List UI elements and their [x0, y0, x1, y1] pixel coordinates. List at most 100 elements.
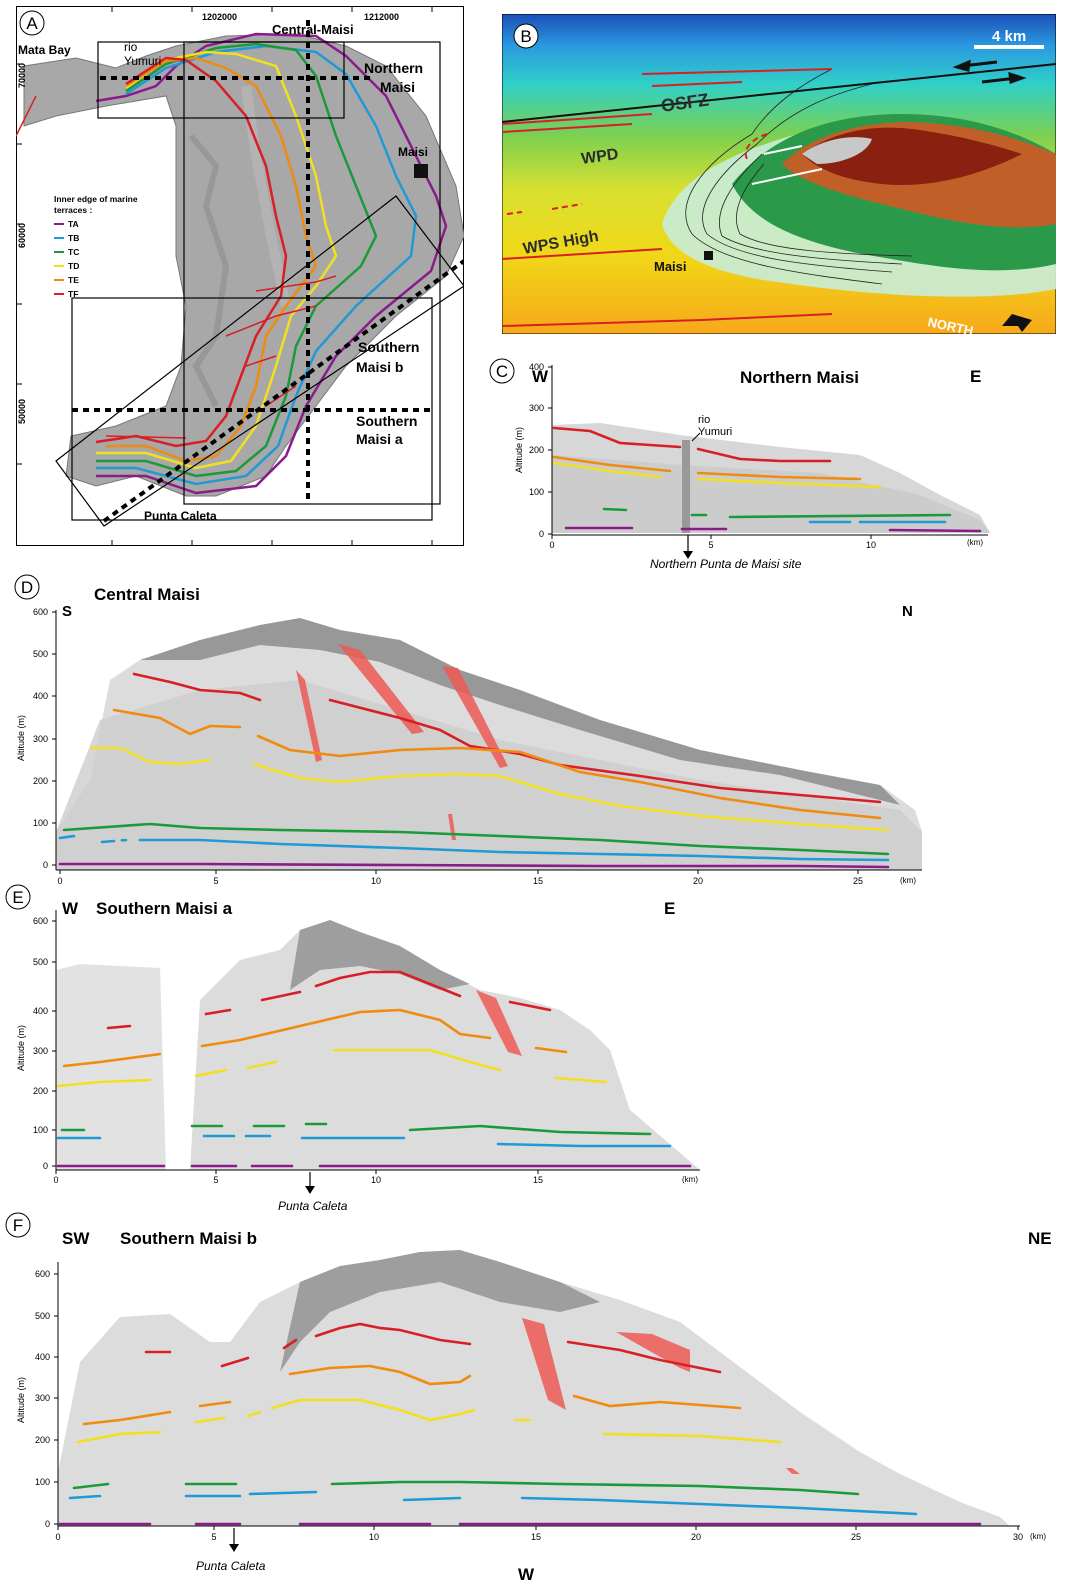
legend-tc: TC	[68, 247, 79, 257]
e-xtick-0: 0	[53, 1175, 58, 1185]
e-ytick-600: 600	[33, 916, 48, 926]
c-xunit: (km)	[967, 538, 983, 547]
d-ylabel: Altitude (m)	[16, 715, 26, 761]
d-xtick-0: 0	[57, 876, 62, 886]
panel-d-title: Central Maisi	[94, 585, 200, 604]
wpd-label: WPD	[580, 146, 619, 168]
d-xtick-15: 15	[533, 876, 543, 886]
panel-f-ne: NE	[1028, 1229, 1052, 1248]
coord-y3: 50000	[17, 399, 27, 424]
legend-tf: TF	[68, 289, 78, 299]
panel-c-west: W	[532, 367, 549, 386]
d-xunit: (km)	[900, 876, 916, 885]
f-xtick-0: 0	[55, 1532, 60, 1542]
legend-title-2: terraces :	[54, 205, 92, 215]
f-site-label: Punta Caleta	[196, 1559, 266, 1573]
north-arrow-icon	[1002, 314, 1032, 332]
d-xtick-25: 25	[853, 876, 863, 886]
maisi-label: Maisi	[398, 145, 428, 159]
scale-label: 4 km	[992, 28, 1026, 45]
coord-y2: 60000	[17, 223, 27, 248]
panel-a-svg: A 1202000 1212000 70000 60000 50000 Cent…	[15, 6, 466, 546]
d-xtick-20: 20	[693, 876, 703, 886]
f-ytick-300: 300	[35, 1393, 50, 1403]
panel-c-profile: C W Northern Maisi E 0 100 200 300 400 A…	[480, 355, 1070, 575]
panel-a-letter: A	[26, 14, 38, 33]
d-xtick-5: 5	[213, 876, 218, 886]
d-xtick-10: 10	[371, 876, 381, 886]
southern-maisi-b-label-2: Maisi b	[356, 359, 403, 375]
coord-x1: 1202000	[202, 12, 237, 22]
f-xtick-5: 5	[211, 1532, 216, 1542]
panel-b-letter: B	[520, 27, 531, 46]
panel-c-svg: C W Northern Maisi E 0 100 200 300 400 A…	[489, 358, 990, 571]
f-ytick-0: 0	[45, 1519, 50, 1529]
f-xtick-15: 15	[531, 1532, 541, 1542]
legend-te: TE	[68, 275, 79, 285]
d-ytick-0: 0	[43, 860, 48, 870]
e-ytick-300: 300	[33, 1046, 48, 1056]
coord-y1: 70000	[17, 63, 27, 88]
e-xtick-15: 15	[533, 1175, 543, 1185]
c-ytick-100: 100	[529, 487, 544, 497]
f-bottom-label: W	[518, 1565, 535, 1584]
rio-yumuri-label-2: Yumuri	[124, 54, 161, 68]
island-relief	[23, 33, 465, 497]
rio-yumuri-label-1: rio	[124, 40, 138, 54]
southern-maisi-b-label-1: Southern	[358, 339, 419, 355]
coord-x2: 1212000	[364, 12, 399, 22]
f-ytick-600: 600	[35, 1269, 50, 1279]
punta-caleta-label: Punta Caleta	[144, 509, 217, 523]
c-ytick-400: 400	[529, 362, 544, 372]
c-ytick-200: 200	[529, 445, 544, 455]
e-ytick-0: 0	[43, 1161, 48, 1171]
panel-e-letter: E	[12, 888, 23, 907]
panel-c-east: E	[970, 367, 981, 386]
e-ylabel: Altitude (m)	[16, 1025, 26, 1071]
southern-maisi-a-label-1: Southern	[356, 413, 417, 429]
terrace-legend: Inner edge of marine terraces : TA TB TC…	[54, 194, 138, 299]
panel-d-svg: D S Central Maisi N 0 100 200 300 400 50…	[14, 574, 922, 886]
e-fault	[476, 990, 522, 1056]
e-ytick-200: 200	[33, 1086, 48, 1096]
f-ytick-400: 400	[35, 1352, 50, 1362]
southern-maisi-a-label-2: Maisi a	[356, 431, 403, 447]
northern-maisi-label-1: Northern	[364, 60, 423, 76]
f-xunit: (km)	[1030, 1532, 1046, 1541]
panel-d-profile: D S Central Maisi N 0 100 200 300 400 50…	[0, 570, 1084, 890]
f-xtick-10: 10	[369, 1532, 379, 1542]
f-xtick-30: 30	[1013, 1532, 1023, 1542]
c-xtick-5: 5	[708, 540, 713, 550]
panel-d-letter: D	[21, 578, 33, 597]
legend-ta: TA	[68, 219, 79, 229]
d-ytick-300: 300	[33, 734, 48, 744]
e-xtick-10: 10	[371, 1175, 381, 1185]
e-ytick-500: 500	[33, 957, 48, 967]
panel-f-svg: F SW Southern Maisi b NE 0 100 200 300 4…	[5, 1212, 1052, 1584]
c-ytick-300: 300	[529, 403, 544, 413]
panel-d-south: S	[62, 603, 72, 620]
e-ytick-400: 400	[33, 1006, 48, 1016]
panel-e-title: Southern Maisi a	[96, 899, 233, 918]
panel-c-title: Northern Maisi	[740, 368, 859, 387]
f-xtick-25: 25	[851, 1532, 861, 1542]
d-ytick-100: 100	[33, 818, 48, 828]
c-ytick-0: 0	[539, 529, 544, 539]
d-ytick-500: 500	[33, 649, 48, 659]
panel-e-west: W	[62, 899, 79, 918]
e-site-label: Punta Caleta	[278, 1199, 348, 1213]
c-site-label: Northern Punta de Maisi site	[650, 557, 802, 571]
panel-e-profile: E W Southern Maisi a E 0 100 200 300 400…	[0, 880, 740, 1220]
e-ytick-100: 100	[33, 1125, 48, 1135]
c-rio-label-1: rio	[698, 414, 710, 426]
f-xtick-20: 20	[691, 1532, 701, 1542]
northern-maisi-label-2: Maisi	[380, 79, 415, 95]
d-ytick-600: 600	[33, 607, 48, 617]
e-xunit: (km)	[682, 1175, 698, 1184]
panel-d-north: N	[902, 603, 913, 620]
panel-f-sw: SW	[62, 1229, 90, 1248]
c-rio-label-2: Yumuri	[698, 426, 732, 438]
legend-tb: TB	[68, 233, 79, 243]
panel-a-map: A 1202000 1212000 70000 60000 50000 Cent…	[15, 6, 466, 546]
c-xtick-10: 10	[866, 540, 876, 550]
